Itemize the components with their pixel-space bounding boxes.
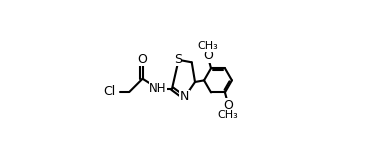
Text: CH₃: CH₃ — [218, 110, 238, 120]
Text: O: O — [223, 99, 233, 112]
Text: O: O — [138, 52, 147, 66]
Text: Cl: Cl — [103, 85, 115, 98]
Text: S: S — [174, 52, 182, 66]
Text: CH₃: CH₃ — [198, 41, 218, 51]
Text: O: O — [203, 49, 213, 62]
Text: NH: NH — [150, 82, 167, 95]
Text: N: N — [180, 90, 189, 103]
